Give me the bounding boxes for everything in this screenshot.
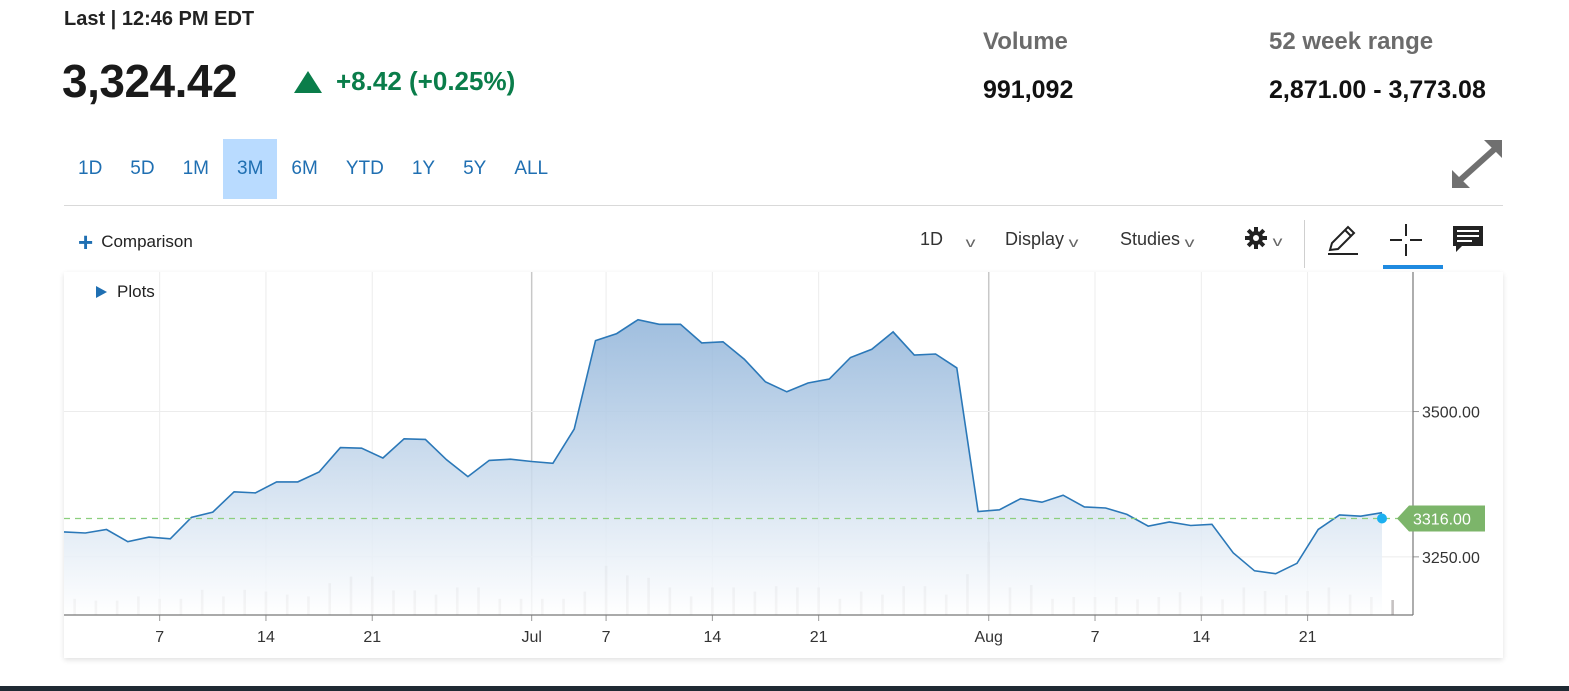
chevron-down-icon: v [965,234,976,250]
plus-icon: + [78,227,94,257]
chevron-down-icon: v [1272,233,1283,249]
y-tick-label: 3250.00 [1422,550,1480,567]
comment-icon[interactable] [1450,222,1486,258]
volume-value: 991,092 [983,76,1074,104]
chevron-down-icon: v [1068,234,1079,250]
range-tab-3m[interactable]: 3M [223,139,278,199]
last-price: 3,324.42 [62,55,238,107]
52-week-range-label: 52 week range [1269,28,1434,55]
expand-icon[interactable] [1450,138,1506,190]
crosshair-icon[interactable] [1388,222,1424,258]
range-tab-1y[interactable]: 1Y [411,158,436,179]
x-tick-label: 21 [1299,629,1317,646]
price-line [63,318,1383,575]
comparison-button[interactable]: + Comparison [78,227,193,257]
x-tick-label: Jul [521,629,541,646]
last-trade-time: Last | 12:46 PM EDT [64,8,255,30]
range-tab-5d[interactable]: 5D [130,158,155,179]
studies-label: Studies [1120,228,1181,249]
price-area [64,319,1382,615]
expand-triangle-icon [96,286,107,298]
x-tick-label: 21 [363,629,381,646]
x-tick-label: 14 [257,629,275,646]
range-tab-5y[interactable]: 5Y [463,158,487,179]
y-tick-label: 3500.00 [1422,405,1480,422]
range-tab-1d[interactable]: 1D [78,158,103,179]
current-price-marker [1377,513,1387,524]
up-arrow-icon [294,70,322,93]
pencil-icon[interactable] [1324,222,1360,258]
settings-dropdown[interactable]: v [1244,226,1283,250]
range-tab-1m[interactable]: 1M [182,158,209,179]
x-tick-label: 7 [602,629,611,646]
x-tick-label: 21 [810,629,828,646]
x-tick-label: 7 [1091,629,1100,646]
x-tick-label: Aug [974,629,1002,646]
volume-bar [1391,600,1394,615]
toolbar-separator [1304,220,1305,268]
page-bottom-bar [0,686,1569,691]
studies-dropdown[interactable]: Studies v [1120,228,1195,251]
plots-toggle[interactable]: Plots [96,282,155,302]
price-change: +8.42 (+0.25%) [294,66,515,97]
range-tab-all[interactable]: ALL [514,158,549,179]
range-tab-ytd[interactable]: YTD [345,158,384,179]
interval-dropdown[interactable]: 1D v [920,228,976,251]
comparison-label: Comparison [101,232,193,251]
current-price-tag-text: 3316.00 [1413,511,1471,528]
time-range-tabs: 1D 5D 1M 3M 6M YTD 1Y 5Y ALL [64,139,562,199]
range-tab-6m[interactable]: 6M [291,158,318,179]
display-dropdown[interactable]: Display v [1005,228,1079,251]
display-label: Display [1005,228,1065,249]
interval-label: 1D [920,228,944,249]
active-tool-indicator [1383,265,1443,269]
52-week-range-value: 2,871.00 - 3,773.08 [1269,76,1486,104]
current-price-tag: 3316.00 [1397,505,1485,532]
price-change-value: +8.42 (+0.25%) [336,66,516,96]
plots-label: Plots [117,282,155,301]
chevron-down-icon: v [1184,234,1195,250]
header-divider [64,205,1503,206]
gear-icon [1245,227,1267,249]
x-tick-label: 7 [155,629,164,646]
x-tick-label: 14 [703,629,721,646]
x-tick-label: 14 [1192,629,1210,646]
volume-label: Volume [983,28,1068,55]
